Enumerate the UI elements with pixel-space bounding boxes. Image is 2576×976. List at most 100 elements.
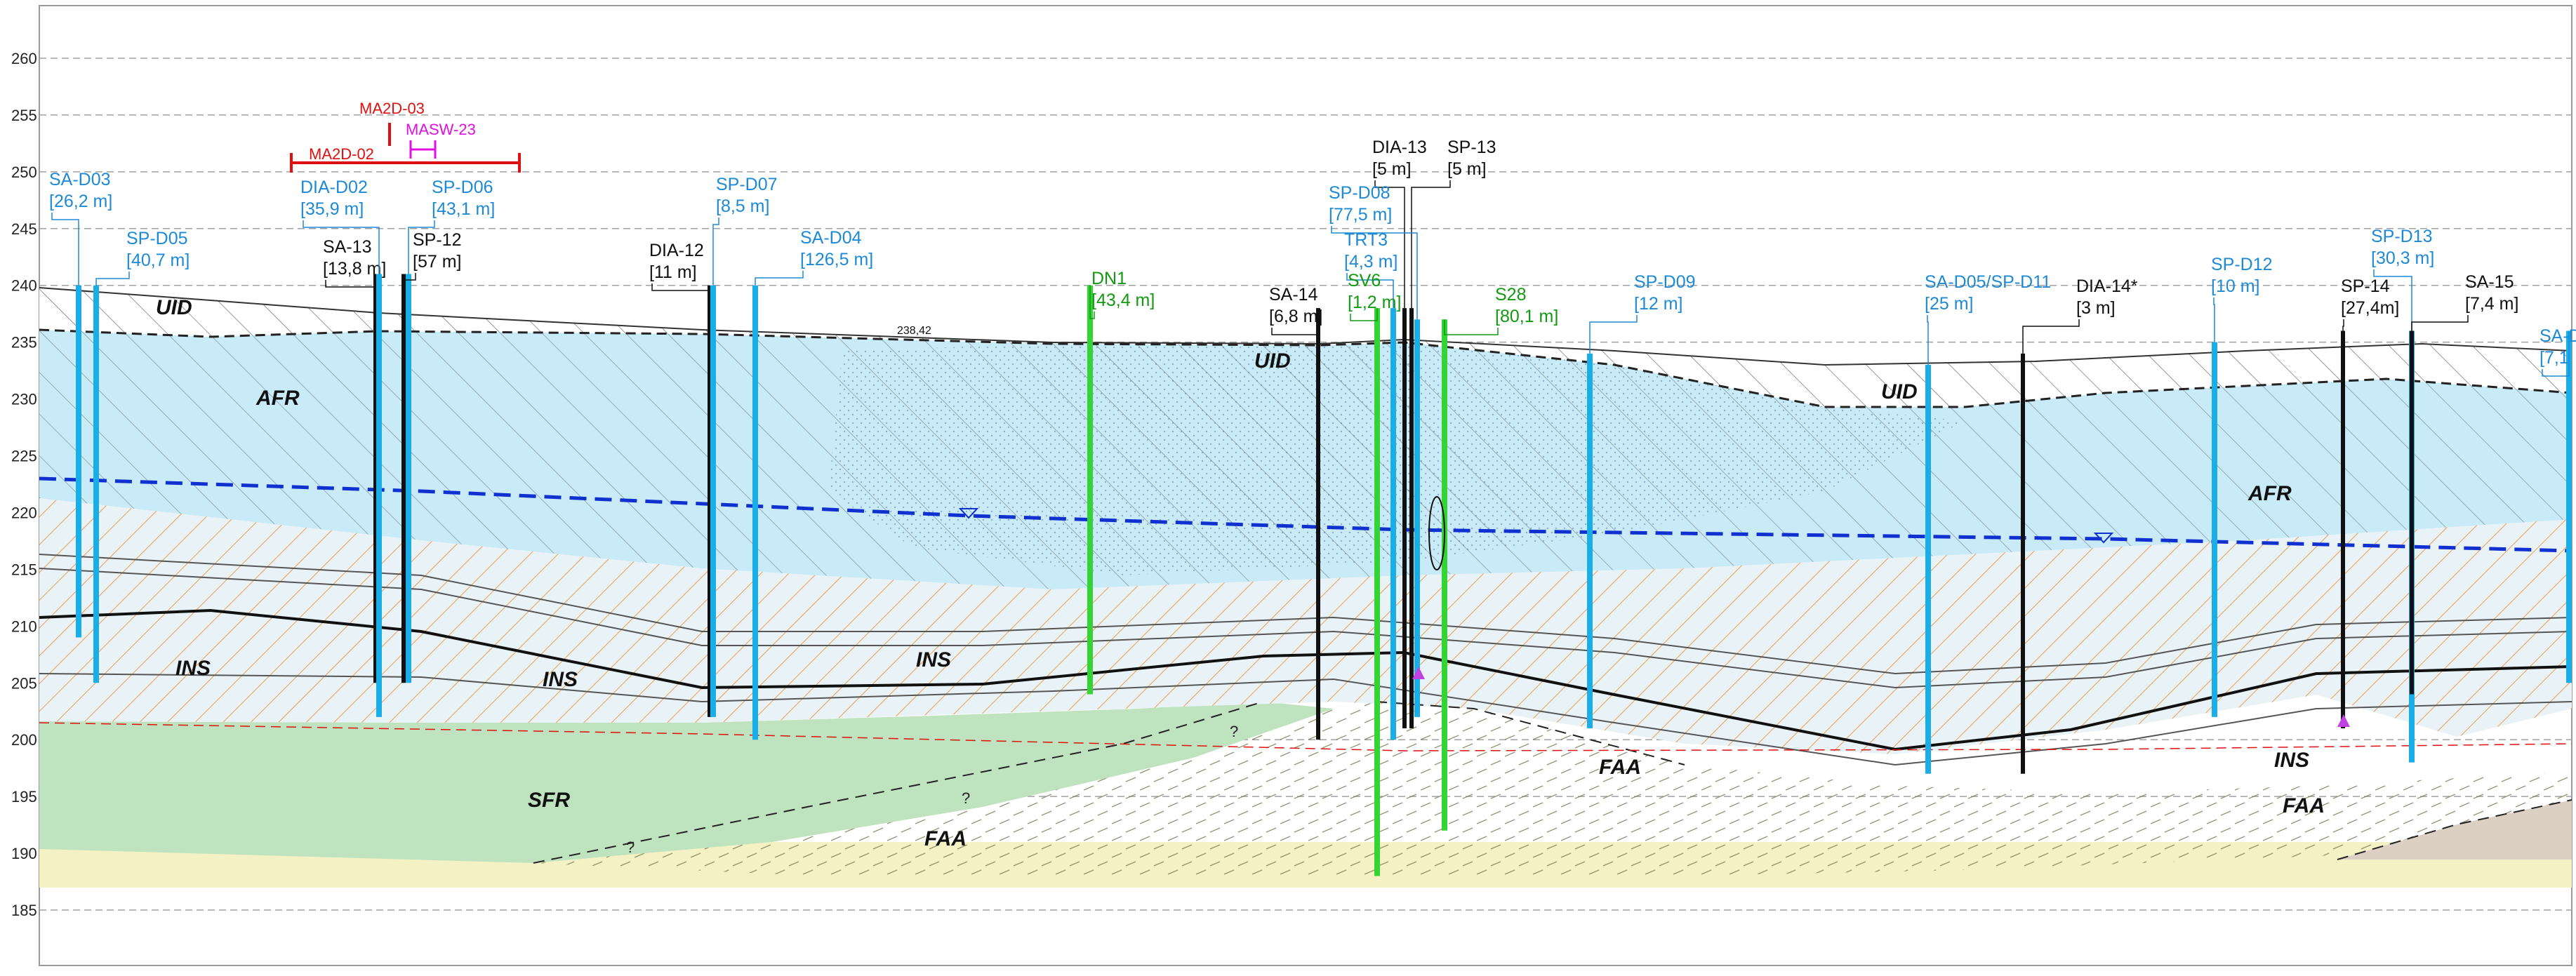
ma2d-02-label: MA2D-02: [309, 145, 374, 163]
borehole-depth: [5 m]: [1447, 159, 1487, 179]
borehole-DIA-13[interactable]: DIA-13 [5 m]: [1372, 138, 1427, 729]
borehole-SA-D05_SP-D11[interactable]: SA-D05/SP-D11[25 m]: [1925, 272, 2051, 774]
y-tick-label: 255: [11, 107, 37, 124]
y-tick-label: 230: [11, 391, 37, 408]
borehole-leader: [1331, 226, 1418, 320]
borehole-name: DIA-D02: [300, 178, 368, 197]
y-tick-label: 250: [11, 163, 37, 181]
unit-label-FAA: FAA: [924, 827, 967, 850]
borehole-leader: [1089, 285, 1095, 319]
borehole-name: SP-D07: [716, 175, 778, 194]
unit-label-INS: INS: [175, 657, 211, 680]
borehole-SA-D06[interactable]: SA-D06/[7,1: [2540, 326, 2576, 683]
y-tick-label: 260: [11, 50, 37, 67]
borehole-depth: [7,4 m]: [2465, 294, 2518, 314]
borehole-name: SA-D06/: [2540, 326, 2576, 346]
borehole-SP-D12[interactable]: SP-D12 [10 m]: [2211, 255, 2273, 717]
borehole-name: TRT3: [1344, 230, 1388, 250]
INS-top-boundary: [39, 608, 2572, 751]
borehole-depth: [57 m]: [413, 252, 461, 272]
borehole-depth: [8,5 m]: [716, 196, 769, 216]
borehole-depth: [3 m]: [2076, 298, 2116, 318]
water-table: [39, 476, 2572, 553]
borehole-leader: [1411, 180, 1451, 309]
unit-label-INS: INS: [2274, 749, 2309, 772]
unit-label-SFR: SFR: [528, 789, 570, 812]
borehole-TRT3[interactable]: TRT3[4,3 m]: [1344, 230, 1397, 740]
y-tick-label: 190: [11, 845, 37, 862]
INS-internal-line-3: [39, 673, 2572, 766]
borehole-depth: [6,8 m]: [1269, 307, 1322, 326]
borehole-leader: [755, 271, 804, 286]
borehole-S28[interactable]: S28 [80,1 m]: [1442, 285, 1558, 831]
masw-23-label: MASW-23: [406, 121, 476, 138]
borehole-name: DIA-12: [649, 241, 704, 260]
borehole-depth: [43,1 m]: [432, 199, 495, 219]
borehole-leader: [2213, 298, 2215, 342]
borehole-leader: [1350, 308, 1378, 321]
borehole-name: SP-14: [2341, 276, 2390, 296]
borehole-depth: [12 m]: [1634, 294, 1682, 314]
borehole-SP-D06[interactable]: SP-D06 [43,1 m]: [406, 178, 495, 683]
borehole-SP-D08[interactable]: SP-D08[77,5 m]: [1329, 183, 1420, 717]
borehole-name: SP-D09: [1634, 272, 1696, 292]
borehole-leader: [51, 213, 79, 286]
borehole-depth: [5 m]: [1372, 159, 1412, 179]
borehole-name: SA-D05/SP-D11: [1925, 272, 2051, 292]
borehole-SP-14[interactable]: SP-14[27,4m]: [2341, 276, 2399, 729]
borehole-SA-13[interactable]: SA-13[13,8 m]: [323, 237, 386, 683]
borehole-SA-D03[interactable]: SA-D03 [26,2 m]: [49, 170, 112, 638]
borehole-name: SP-D12: [2211, 255, 2273, 274]
borehole-SA-D04[interactable]: SA-D04 [126,5 m]: [752, 228, 873, 740]
unit-labels: UID AFR INS INS INS SFR FAA UID UID AFR FAA INS FAA: [156, 296, 2325, 850]
layer-bedrock: [2337, 800, 2572, 860]
borehole-leader: [2342, 319, 2344, 331]
borehole-name: DN1: [1091, 269, 1127, 288]
borehole-leader: [1927, 315, 1929, 366]
borehole-leader: [1589, 315, 1638, 354]
packer-symbol: [1428, 496, 1445, 570]
AFR-top-boundary: [39, 328, 2572, 408]
borehole-SV6[interactable]: SV6 [1,2 m]: [1348, 271, 1401, 876]
borehole-name: DIA-13: [1372, 138, 1427, 157]
INS-internal-line-2: [39, 568, 2572, 689]
borehole-DIA-12[interactable]: DIA-12 [11 m]: [649, 241, 712, 717]
borehole-SP-D05[interactable]: SP-D05 [40,7 m]: [93, 229, 190, 683]
y-tick-label: 205: [11, 674, 37, 692]
borehole-depth: [80,1 m]: [1495, 307, 1558, 326]
borehole-leader: [1444, 319, 1499, 335]
borehole-SP-13[interactable]: SP-13 [5 m]: [1409, 138, 1496, 729]
elevation-axis: 185 190 195 200 205 210 215 220 225 230 235 240 245 2…: [11, 50, 37, 919]
borehole-SP-D07[interactable]: SP-D07 [8,5 m]: [710, 175, 778, 717]
survey-annotations: MA2D-03 MA2D-02 MASW-23 238,42 ? ? ?: [290, 100, 2350, 856]
borehole-depth: [40,7 m]: [126, 250, 190, 270]
borehole-depth: [25 m]: [1925, 294, 1973, 314]
borehole-DN1[interactable]: DN1 [43,4 m]: [1087, 269, 1155, 695]
borehole-leader: [1271, 308, 1319, 335]
borehole-SA-15[interactable]: SA-15[7,4 m]: [2410, 272, 2518, 695]
uncertain-mark-1: ?: [1230, 723, 1238, 740]
borehole-depth: [43,4 m]: [1091, 290, 1155, 310]
geology-layers: [39, 287, 2572, 888]
borehole-name: SP-12: [413, 230, 461, 250]
unit-label-FAA: FAA: [2283, 794, 2325, 817]
borehole-name: SP-D08: [1329, 183, 1390, 203]
y-tick-label: 195: [11, 788, 37, 805]
INS-internal-line-1: [39, 554, 2572, 675]
borehole-name: SP-D05: [126, 229, 188, 248]
unit-label-INS: INS: [916, 648, 951, 671]
borehole-SP-D09[interactable]: SP-D09[12 m]: [1587, 272, 1696, 729]
borehole-leader: [2373, 269, 2412, 331]
unit-label-AFR: AFR: [255, 387, 300, 410]
borehole-DIA-14[interactable]: DIA-14*[3 m]: [2021, 276, 2138, 774]
borehole-DIA-D02[interactable]: DIA-D02 [35,9 m]: [300, 178, 382, 717]
borehole-SP-12[interactable]: SP-12[57 m]: [401, 230, 461, 683]
y-tick-label: 200: [11, 731, 37, 749]
y-tick-label: 240: [11, 277, 37, 295]
borehole-SA-14[interactable]: SA-14 [6,8 m]: [1269, 285, 1322, 740]
SFR-FAA-boundary: [533, 701, 1264, 864]
elevation-mark: 238,42: [897, 325, 931, 337]
unit-label-INS: INS: [543, 668, 578, 691]
y-tick-label: 210: [11, 617, 37, 635]
unit-label-FAA: FAA: [1599, 756, 1641, 779]
